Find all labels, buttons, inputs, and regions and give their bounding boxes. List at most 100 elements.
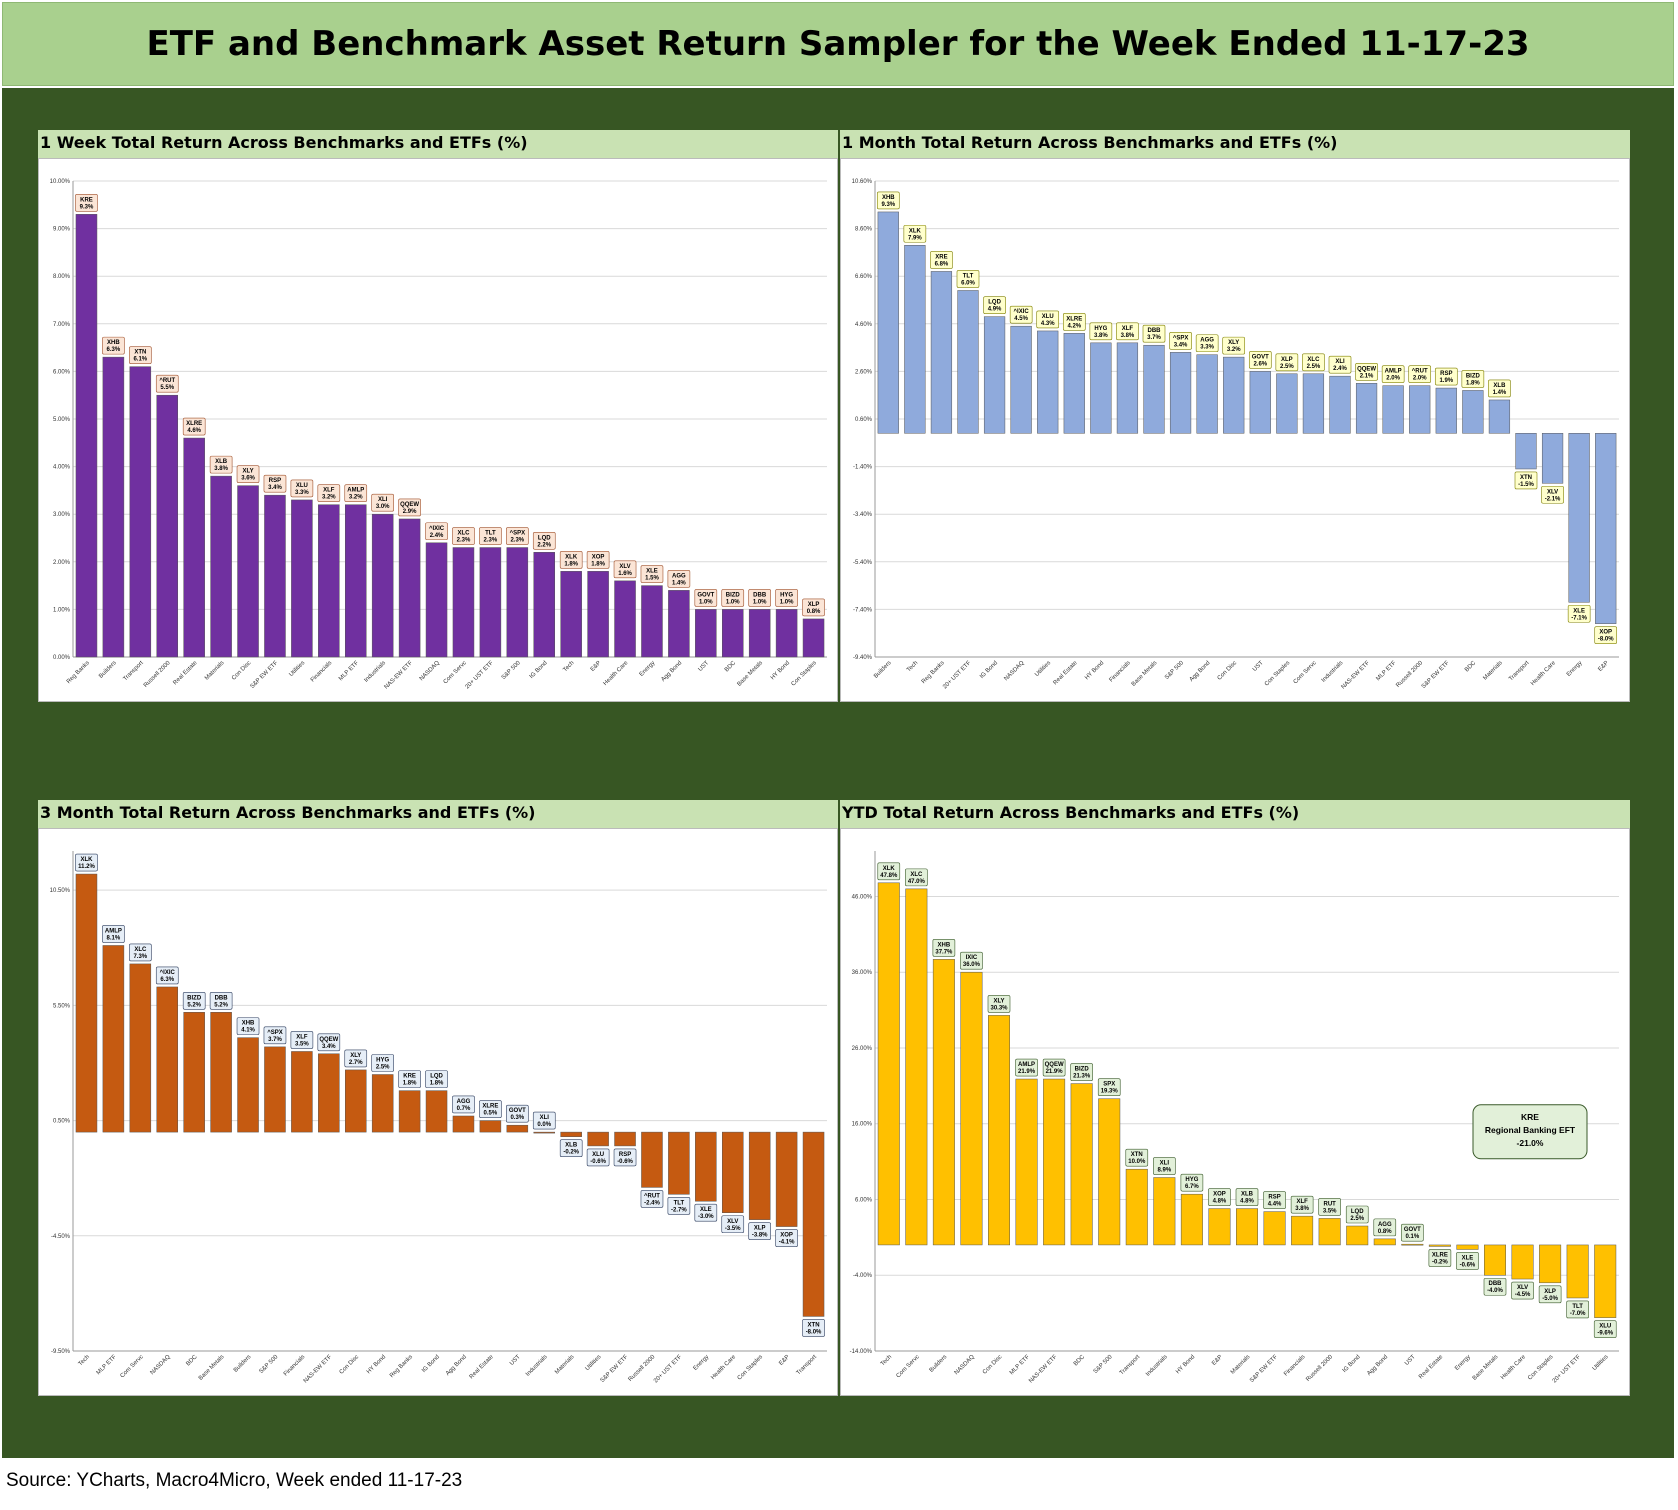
month-data-label-box [1488,379,1511,398]
week-data-label-box [75,194,98,212]
three-month-bar [425,1090,448,1133]
three-month-bar [264,1046,286,1133]
ytd-ticker-label: XLI [1160,1161,1170,1167]
month-bar [930,271,953,434]
week-ytick-label: 4.00% [53,465,71,471]
week-category-label: Energy [639,660,657,678]
ytd-category-label: Con Staples [1527,1354,1554,1381]
three-month-category-label: Con Disc [339,1354,360,1375]
three-month-category-label: Com Servc [120,1354,145,1379]
ytd-value-label: 4.8% [1240,1199,1254,1205]
ytd-ticker-label: XOP [1213,1192,1226,1198]
ytd-bar [1511,1244,1534,1280]
three-month-ticker-label: AGG [457,1099,471,1105]
month-bar [1037,330,1059,434]
week-bar [156,394,179,658]
three-month-data-label-box [613,1148,637,1167]
week-value-label: 3.6% [241,476,255,482]
three-month-bar [695,1131,717,1202]
ytd-data-label-box [1290,1195,1314,1214]
week-value-label: 2.3% [484,538,498,544]
three-month-value-label: -3.5% [725,1226,741,1232]
week-category-label: Health Care [603,660,630,687]
week-value-label: 3.2% [322,495,336,501]
week-data-label-box [532,531,556,550]
ytd-category-label: Tech [880,1354,893,1367]
ytd-data-label-box [1070,1063,1093,1081]
three-month-bar [533,1131,556,1134]
three-month-bar [802,1131,825,1317]
week-bar [721,609,744,658]
week-bar [587,571,609,658]
ytd-ticker-label: TLT [1572,1304,1583,1310]
month-ticker-label: HYG [1094,326,1107,332]
week-value-label: 0.8% [807,609,821,615]
ytd-value-label: 2.5% [1350,1216,1364,1222]
ytd-category-label: Agg Bond [1366,1354,1389,1377]
week-data-label-box [290,479,314,498]
ytd-value-label: 0.8% [1378,1229,1392,1235]
month-bar [1515,433,1537,470]
month-data-label-box [1514,471,1538,490]
ytd-bar [1539,1244,1562,1284]
month-ytick-label: -3.40% [853,512,873,518]
three-month-value-label: 11.2% [78,864,95,870]
three-month-value-label: -0.2% [563,1150,579,1156]
week-category-label: S&P EW ETF [250,660,280,690]
three-month-ticker-label: XTN [808,1322,820,1328]
month-ytick-label: 6.60% [855,274,873,280]
three-month-ytick-label: -4.50% [51,1234,71,1240]
three-month-bar [721,1131,744,1214]
ytd-bar [1318,1218,1341,1246]
ytd-bar [905,888,928,1246]
week-value-label: 2.4% [430,533,444,539]
week-data-label-box [775,589,798,607]
month-ticker-label: XTN [1520,475,1532,481]
week-value-label: 2.3% [457,538,471,544]
week-category-label: Con Disc [231,660,252,681]
month-data-label-box [1302,353,1325,372]
month-bar [1169,352,1192,434]
three-month-bar [668,1131,690,1195]
month-bar [1090,342,1112,434]
month-bar [877,211,899,434]
week-bar [344,504,367,658]
ytd-data-label-box [1511,1281,1534,1300]
three-month-data-label-box [398,1070,421,1088]
three-month-ticker-label: XLE [700,1207,712,1213]
three-month-ticker-label: XLI [540,1115,550,1121]
week-category-label: UST [698,660,711,673]
month-category-label: NAS-EW ETF [1341,660,1372,691]
month-data-label-box [1461,370,1485,388]
week-ticker-label: DBB [753,592,767,598]
ytd-data-label-box [1566,1300,1589,1319]
month-ticker-label: XRE [935,254,947,260]
ytd-value-label: 47.8% [880,873,898,879]
ytd-ticker-label: AMLP [1018,1062,1035,1068]
week-ticker-label: GOVT [697,592,714,598]
three-month-value-label: 0.5% [484,1111,498,1117]
week-ticker-label: XLB [215,459,228,465]
three-month-category-label: 20+ UST ETF [653,1354,683,1384]
week-category-label: Financials [310,660,333,683]
ytd-category-label: Utilities [1592,1354,1610,1372]
three-month-bar [75,873,98,1133]
week-bar [102,356,125,658]
week-chart-title: 1 Week Total Return Across Benchmarks an… [40,133,528,152]
week-category-label: Com Servc [443,660,468,685]
week-data-label-box [748,589,771,607]
ytd-category-label: Russell 2000 [1305,1354,1334,1383]
three-month-value-label: 3.5% [295,1041,309,1047]
week-category-label: Con Staples [791,660,818,687]
ytd-plot: 46.00% 36.00% 26.00% 16.00% 6.00% -4.00% -14.0… [840,828,1630,1396]
ytd-category-label: Real Estate [1418,1354,1445,1381]
month-category-label: Materials [1482,660,1503,681]
three-month-data-label-box [155,966,179,985]
week-bar [291,499,313,658]
three-month-data-label-box [209,991,233,1010]
ytd-ticker-label: XHB [938,942,951,948]
week-value-label: 5.5% [160,385,174,391]
month-value-label: 4.5% [1014,316,1028,322]
month-data-label-box [956,270,980,288]
ytd-value-label: 21.9% [1046,1069,1064,1075]
